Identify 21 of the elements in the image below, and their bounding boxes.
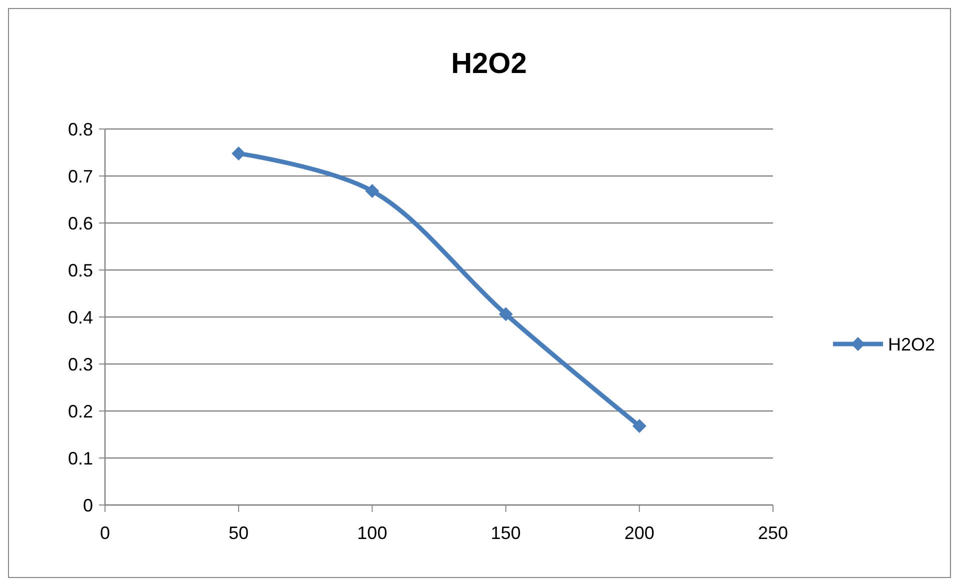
y-tick-label: 0.3 (68, 354, 93, 374)
point (365, 184, 380, 198)
x-tick-label: 200 (624, 523, 654, 543)
y-tick-label: 0.1 (68, 448, 93, 468)
y-tick-label: 0 (82, 495, 93, 516)
point (232, 146, 246, 160)
y-tick-label: 0.8 (68, 119, 93, 140)
y-tick-label: 0.5 (68, 260, 93, 280)
y-tick-label: 0.4 (68, 307, 93, 328)
y-tick-label: 0.2 (68, 401, 93, 422)
x-tick-label: 100 (357, 523, 388, 543)
x-tick-label: 250 (758, 523, 788, 543)
x-tick-label: 50 (228, 523, 249, 543)
chart-title: H2O2 (451, 48, 527, 80)
y-tick-label: 0.6 (68, 213, 93, 234)
x-tick-label: 150 (490, 523, 521, 543)
legend-label: H2O2 (888, 334, 936, 354)
y-tick-label: 0.7 (68, 166, 93, 186)
x-tick-label: 0 (100, 523, 110, 543)
point (498, 307, 513, 322)
point (632, 419, 646, 434)
